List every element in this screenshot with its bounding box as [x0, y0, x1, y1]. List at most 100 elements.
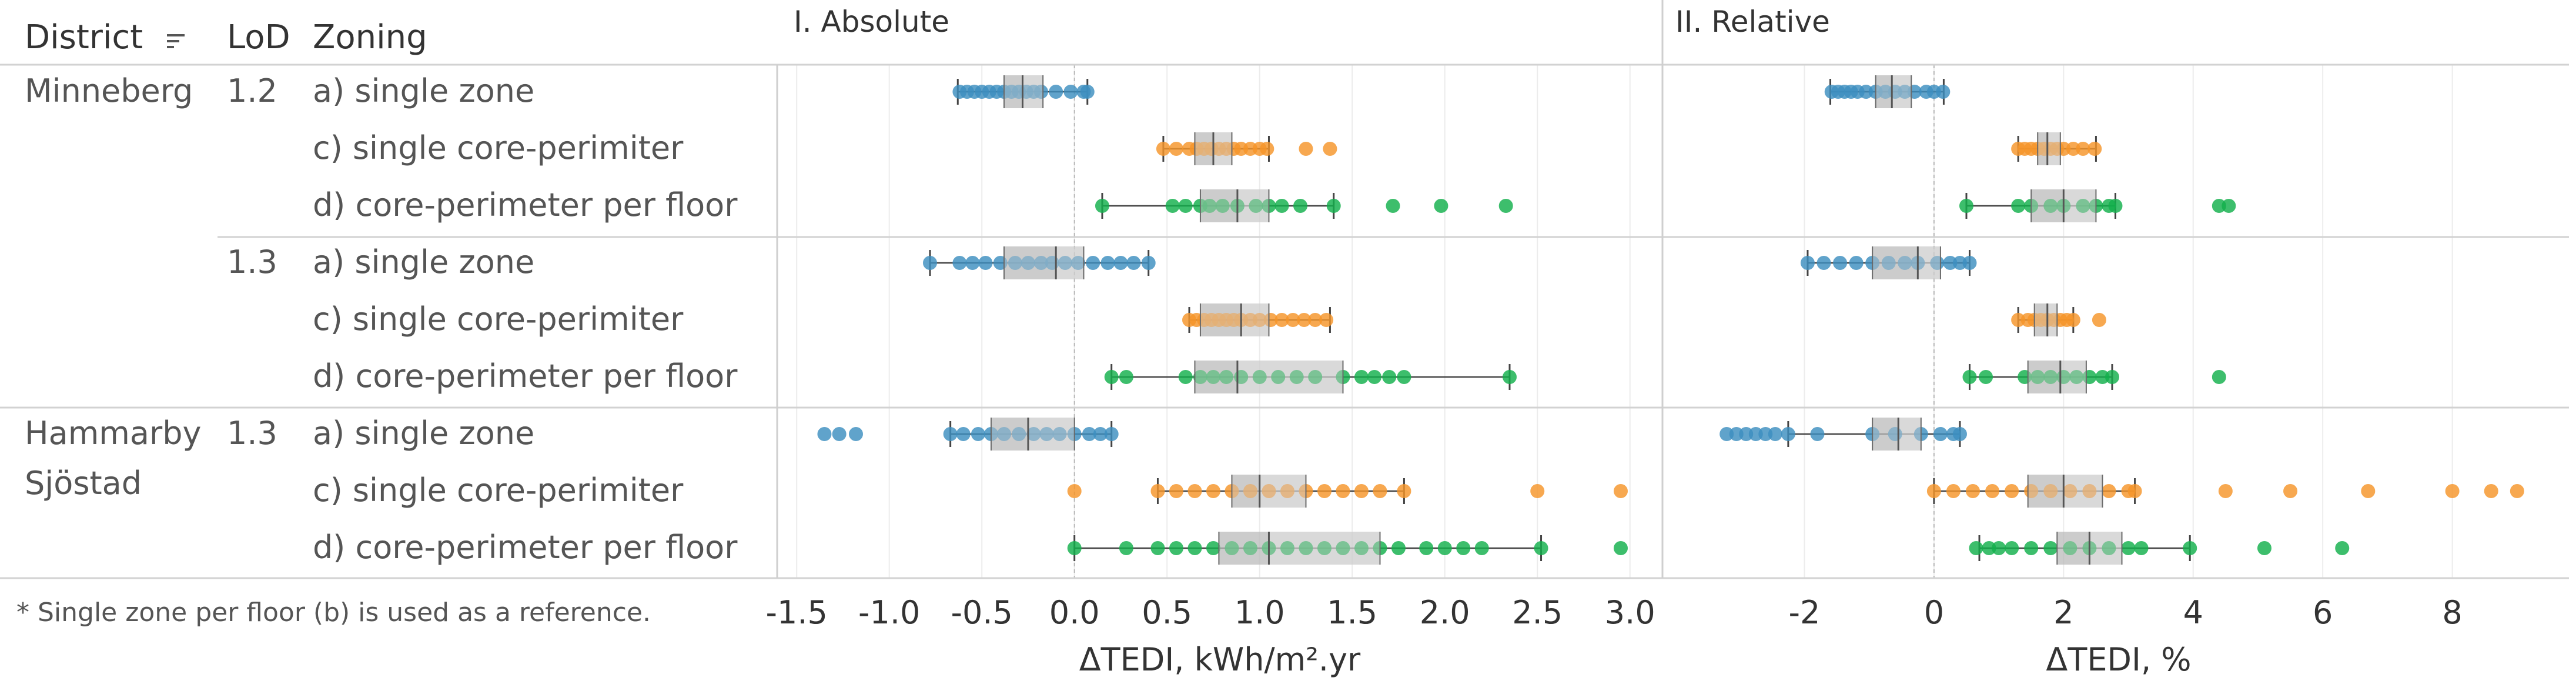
data-point	[1613, 484, 1628, 498]
data-point	[997, 427, 1012, 441]
data-point	[1299, 142, 1313, 156]
box-overlay	[1004, 75, 1043, 108]
data-point	[1317, 541, 1332, 555]
data-point	[1367, 370, 1382, 384]
x-tick-label: 0.5	[1142, 594, 1192, 631]
data-point	[1969, 541, 1983, 555]
data-point	[2257, 541, 2271, 555]
panel-title: I. Absolute	[794, 5, 949, 39]
data-point	[1800, 256, 1815, 270]
data-point	[1104, 427, 1119, 441]
data-point	[1336, 541, 1350, 555]
data-point	[1326, 199, 1341, 213]
box-overlay	[1195, 361, 1343, 393]
data-point	[1319, 313, 1334, 327]
data-point	[2127, 484, 2142, 498]
data-point	[1026, 427, 1041, 441]
data-point	[1534, 541, 1548, 555]
data-point	[1225, 541, 1239, 555]
data-point	[1193, 370, 1207, 384]
data-point	[1052, 427, 1067, 441]
data-point	[1354, 484, 1369, 498]
data-point	[1187, 484, 1202, 498]
data-point	[1034, 256, 1049, 270]
data-point	[1150, 484, 1165, 498]
data-point	[1397, 484, 1411, 498]
x-tick-label: 4	[2183, 594, 2203, 631]
zoning-label: c) single core-perimiter	[313, 472, 684, 509]
data-point	[1280, 541, 1294, 555]
zoning-label: c) single core-perimiter	[313, 129, 684, 166]
data-point	[1530, 484, 1545, 498]
x-tick-label: 0	[1924, 594, 1944, 631]
data-point	[1243, 484, 1257, 498]
data-point	[2082, 484, 2097, 498]
data-point	[1012, 427, 1026, 441]
data-point	[2030, 370, 2045, 384]
data-point	[1781, 427, 1795, 441]
data-point	[1243, 541, 1257, 555]
data-point	[1021, 256, 1035, 270]
data-point	[943, 427, 958, 441]
data-point	[1093, 427, 1108, 441]
data-point	[1397, 370, 1411, 384]
data-point	[1086, 256, 1100, 270]
data-point	[2066, 142, 2080, 156]
data-point	[1498, 199, 1513, 213]
sort-lines-icon	[167, 34, 185, 48]
data-point	[2076, 199, 2090, 213]
data-point	[1206, 484, 1220, 498]
data-point	[965, 256, 980, 270]
data-point	[2076, 142, 2090, 156]
box-overlay	[1219, 532, 1380, 565]
x-tick-label: 6	[2313, 594, 2333, 631]
data-point	[1104, 370, 1119, 384]
box-overlay	[1200, 303, 1269, 336]
district-label: Sjöstad	[25, 465, 142, 502]
data-point	[1260, 142, 1274, 156]
data-point	[2066, 313, 2080, 327]
x-tick-label: 3.0	[1605, 594, 1655, 631]
data-point	[1067, 484, 1082, 498]
data-point	[2024, 541, 2039, 555]
data-point	[1317, 484, 1332, 498]
data-point	[1768, 427, 1782, 441]
data-point	[1456, 541, 1471, 555]
x-axis-label: ΔTEDI, kWh/m².yr	[1079, 641, 1361, 678]
data-point	[817, 427, 832, 441]
x-tick-label: 1.5	[1327, 594, 1377, 631]
data-point	[1419, 541, 1434, 555]
zoning-label: d) core-perimeter per floor	[313, 186, 738, 223]
data-point	[1100, 256, 1115, 270]
data-point	[1252, 370, 1267, 384]
data-point	[2212, 199, 2226, 213]
data-point	[1206, 370, 1220, 384]
data-point	[1262, 484, 1276, 498]
data-point	[1354, 370, 1369, 384]
zoning-label: d) core-perimeter per floor	[313, 529, 738, 566]
data-point	[1474, 541, 1489, 555]
data-point	[2043, 541, 2058, 555]
data-point	[1126, 256, 1141, 270]
data-point	[1992, 541, 2006, 555]
data-point	[1437, 541, 1452, 555]
box-overlay	[2028, 475, 2103, 508]
data-point	[2095, 370, 2110, 384]
data-point	[1252, 313, 1267, 327]
data-point	[2484, 484, 2498, 498]
box-overlay	[1872, 246, 1941, 279]
x-tick-label: -1.0	[858, 594, 920, 631]
data-point	[1985, 484, 2000, 498]
data-point	[1039, 427, 1054, 441]
data-point	[832, 427, 847, 441]
data-point	[1959, 199, 1973, 213]
data-point	[1063, 85, 1078, 99]
data-point	[1936, 85, 1951, 99]
data-point	[2121, 541, 2136, 555]
lod-label: 1.3	[227, 243, 277, 281]
data-point	[1926, 484, 1941, 498]
data-point	[1966, 484, 1980, 498]
data-point	[1952, 427, 1967, 441]
data-point	[1219, 370, 1234, 384]
data-point	[1962, 370, 1977, 384]
